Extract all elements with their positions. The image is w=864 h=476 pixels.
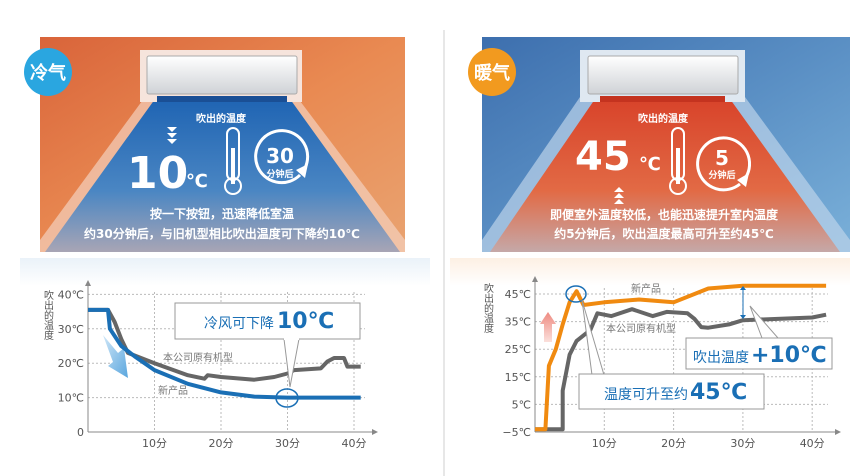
callout-text: 冷风可下降 10℃ — [204, 309, 334, 334]
heating-badge: 暖气 — [468, 48, 516, 96]
series-line-new-product — [88, 307, 361, 400]
y-tick-label: 25℃ — [505, 343, 531, 356]
x-tick-label: 30分 — [730, 437, 755, 450]
thermometer-icon — [669, 127, 687, 195]
timer-value: 30 — [266, 144, 294, 168]
callout-text-peak: 温度可升至约45℃ — [604, 380, 747, 405]
y-tick-label: 15℃ — [505, 371, 531, 384]
y-axis-title: 吹出的温度 — [42, 289, 54, 341]
y-tick-label: 0 — [77, 426, 84, 439]
difference-marker — [740, 286, 746, 319]
x-tick-label: 30分 — [275, 437, 300, 450]
thermometer-icon — [224, 127, 242, 195]
series-line-old-model — [88, 307, 361, 382]
highlight-circle — [275, 388, 299, 408]
highlight-circle — [565, 285, 587, 303]
y-axis-title: 吹出的温度 — [482, 282, 494, 334]
x-axis-arrow-icon — [835, 429, 841, 435]
x-tick-label: 40分 — [800, 437, 825, 450]
callout-text-difference: 吹出温度+10℃ — [693, 343, 827, 368]
x-tick-label: 20分 — [209, 437, 234, 450]
timer-icon: 30 分钟后 — [254, 129, 310, 185]
y-tick-label: 20℃ — [58, 357, 84, 370]
timer-icon: 5 分钟后 — [696, 136, 752, 192]
temperature-unit: ℃ — [639, 154, 661, 175]
cooling-badge: 冷气 — [24, 48, 72, 96]
caption-line-2: 约30分钟后，与旧机型相比吹出温度可下降约10℃ — [84, 226, 360, 241]
temperature-value: 45 — [575, 134, 631, 180]
series-lines — [535, 283, 827, 432]
air-conditioner-unit — [146, 55, 298, 95]
y-tick-label: −5℃ — [502, 426, 531, 439]
chart-header-fade — [450, 258, 850, 286]
ac-vent — [157, 96, 287, 102]
series-line-new-product — [535, 283, 827, 432]
x-axis-arrow-icon — [372, 429, 378, 435]
callout-pointer — [581, 299, 605, 376]
y-tick-label: 5℃ — [512, 398, 531, 411]
callout-pointer — [749, 305, 780, 339]
down-arrows-icon — [167, 127, 177, 144]
x-tick-label: 10分 — [592, 437, 617, 450]
timer-value: 5 — [715, 146, 729, 170]
air-conditioner-unit — [587, 55, 739, 95]
caption-line-1: 即便室外温度较低，也能迅速提升室内温度 — [550, 207, 779, 222]
axes — [532, 276, 841, 435]
tick-labels: 0 10℃ 20℃ 30℃ 40℃ 10分 20分 30分 40分 — [58, 288, 367, 450]
chart-header-fade — [20, 258, 430, 286]
series-label-new-product: 新产品 — [631, 282, 661, 295]
outlet-temp-label: 吹出的温度 — [196, 112, 247, 125]
y-tick-label: 30℃ — [58, 323, 84, 336]
series-label-new-product: 新产品 — [158, 384, 188, 397]
y-axis-label: 吹出的温度 — [482, 282, 494, 334]
y-tick-label: 45℃ — [505, 288, 531, 301]
outlet-temp-label: 吹出的温度 — [638, 112, 689, 125]
callout-box — [174, 302, 361, 340]
ac-vent — [600, 96, 725, 102]
series-line-old-model — [535, 307, 827, 432]
temperature-value: 10 — [127, 148, 188, 199]
y-axis-arrow-icon — [532, 276, 538, 282]
warm-airflow-cone — [490, 99, 840, 252]
cooling-panel: 冷气 吹出的温度 10 ℃ 30 分钟后 按一下按钮，迅速降低室温 约30分钟后… — [24, 37, 405, 252]
y-axis-label: 吹出的温度 — [42, 289, 54, 341]
tick-labels: −5℃ 5℃ 15℃ 25℃ 35℃ 45℃ 10分 20分 30分 40分 — [502, 288, 824, 450]
decrease-arrow-icon — [103, 335, 128, 378]
cold-airflow-cone — [45, 99, 400, 252]
up-arrows-icon — [614, 187, 624, 204]
x-tick-label: 10分 — [142, 437, 167, 450]
x-tick-label: 40分 — [342, 437, 367, 450]
temperature-unit: ℃ — [186, 171, 208, 192]
caption-line-1: 按一下按钮，迅速降低室温 — [150, 206, 294, 221]
badge-label: 暖气 — [474, 62, 510, 84]
timer-label: 分钟后 — [708, 169, 735, 181]
heating-panel: 暖气 吹出的温度 45 ℃ 5 分钟后 即便室外温度较低，也能迅速提升室内温度 … — [468, 37, 850, 252]
series-label-old-model: 本公司原有机型 — [163, 351, 233, 364]
y-tick-label: 35℃ — [505, 316, 531, 329]
timer-label: 分钟后 — [266, 168, 293, 180]
y-tick-label: 10℃ — [58, 392, 84, 405]
x-tick-label: 20分 — [661, 437, 686, 450]
series-lines — [88, 307, 361, 400]
caption-line-2: 约5分钟后，吹出温度最高可升至约45℃ — [554, 226, 774, 241]
badge-label: 冷气 — [30, 62, 66, 84]
series-label-old-model: 本公司原有机型 — [606, 322, 676, 335]
y-tick-label: 40℃ — [58, 288, 84, 301]
y-axis-arrow-icon — [85, 280, 91, 286]
increase-arrow-icon — [540, 312, 556, 342]
callout-box-peak — [578, 373, 765, 410]
callout-box-difference — [685, 337, 833, 370]
